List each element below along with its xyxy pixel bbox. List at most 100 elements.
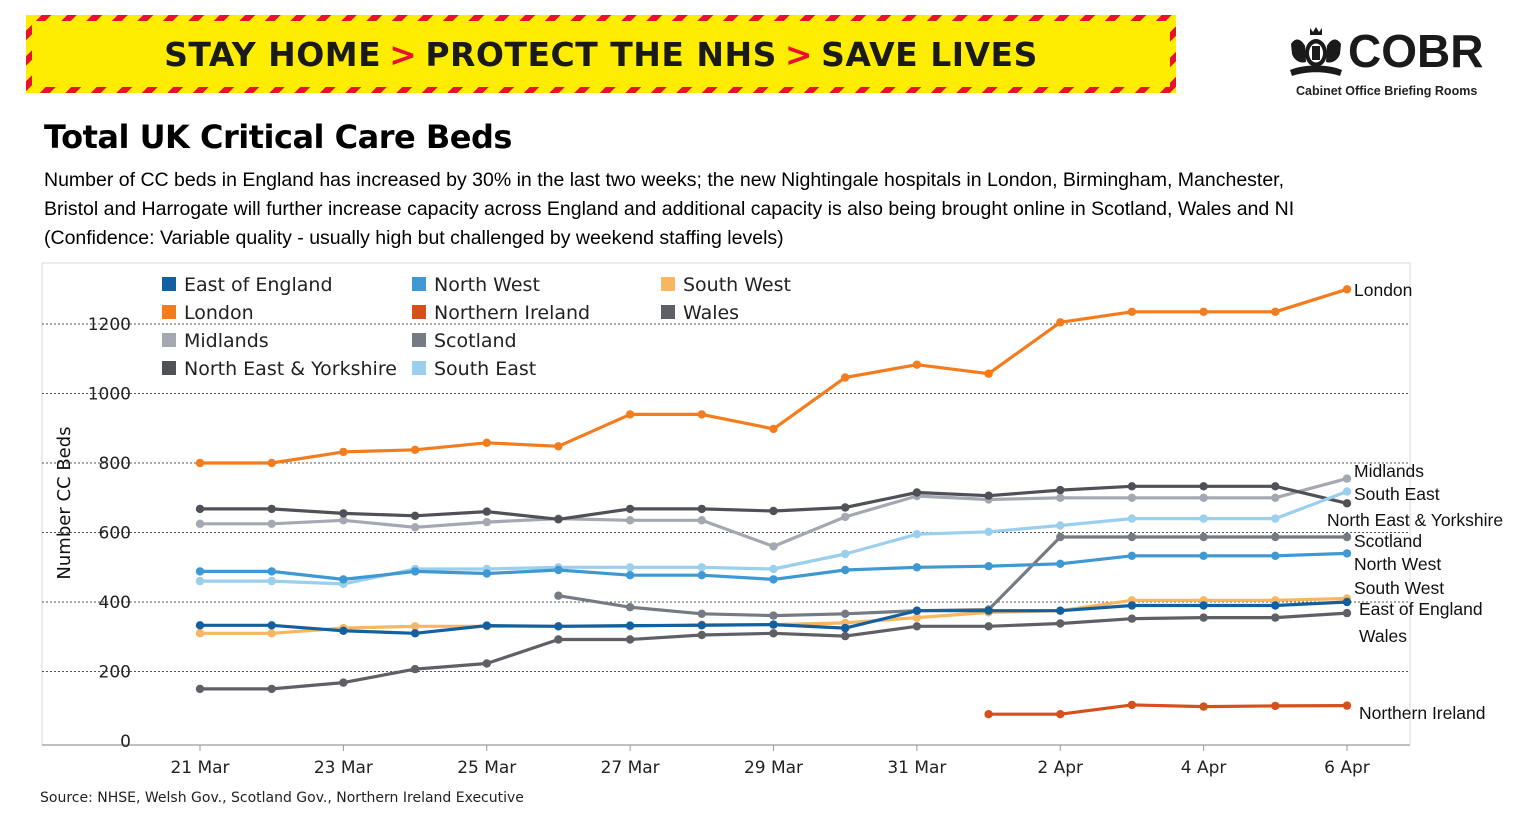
legend-swatch	[412, 361, 426, 375]
data-point	[1271, 482, 1280, 491]
data-point	[912, 488, 922, 497]
data-point	[1127, 482, 1137, 491]
data-point	[1127, 514, 1137, 523]
series-east-of-england	[195, 597, 1352, 638]
y-tick-label: 800	[99, 454, 131, 474]
cobr-wordmark: COBR	[1348, 25, 1484, 77]
source-note: Source: NHSE, Welsh Gov., Scotland Gov.,…	[40, 790, 524, 806]
data-point	[267, 576, 276, 586]
data-point	[195, 519, 205, 528]
data-point	[410, 664, 420, 674]
x-tick-label: 23 Mar	[314, 758, 373, 778]
data-point	[554, 622, 563, 631]
legend-swatch	[162, 305, 176, 319]
data-point	[1056, 559, 1065, 568]
data-point	[1127, 493, 1137, 502]
data-point	[1056, 485, 1065, 495]
data-point	[1342, 549, 1352, 558]
end-label: Midlands	[1354, 461, 1424, 481]
x-tick-label: 6 Apr	[1324, 758, 1370, 778]
data-point	[697, 609, 706, 618]
data-point	[912, 530, 922, 539]
x-tick-label: 21 Mar	[170, 758, 229, 778]
data-point	[339, 575, 348, 584]
data-point	[267, 567, 276, 576]
data-point	[912, 613, 922, 622]
end-label: Wales	[1359, 626, 1407, 646]
end-label: North West	[1354, 554, 1441, 574]
banner-stay-home: STAY HOME	[164, 34, 382, 74]
series-north-west	[195, 549, 1352, 584]
data-point	[769, 506, 778, 516]
series-line-northern-ireland	[988, 703, 1348, 716]
data-point	[697, 516, 706, 525]
data-point	[267, 504, 276, 514]
data-point	[841, 609, 850, 618]
data-point	[1199, 551, 1208, 560]
legend-entry: Wales	[683, 302, 739, 324]
data-point	[912, 360, 922, 369]
legend-entry: Scotland	[434, 330, 517, 352]
legend-entry: North East & Yorkshire	[184, 358, 397, 380]
legend-swatch	[162, 277, 176, 291]
data-point	[410, 445, 420, 454]
data-point	[1342, 701, 1352, 710]
y-tick-label: 200	[99, 663, 131, 683]
data-point	[984, 527, 993, 536]
data-point	[841, 549, 850, 559]
data-point	[984, 606, 993, 615]
data-point	[195, 621, 205, 630]
legend-entry: North West	[434, 274, 540, 296]
data-point	[625, 603, 635, 612]
legend-swatch	[412, 277, 426, 291]
data-point	[769, 575, 778, 584]
legend-swatch	[412, 305, 426, 319]
data-point	[1199, 482, 1208, 491]
data-point	[841, 373, 850, 382]
legend-swatch	[661, 305, 675, 319]
banner-chevron-2: >	[784, 34, 814, 74]
data-point	[625, 516, 635, 525]
data-point	[410, 567, 420, 576]
legend-swatch	[162, 361, 176, 375]
data-point	[984, 710, 993, 719]
data-point	[195, 576, 205, 586]
data-point	[410, 523, 420, 532]
legend-swatch	[162, 333, 176, 347]
data-point	[195, 684, 205, 694]
data-point	[1199, 613, 1208, 622]
data-point	[1199, 493, 1208, 502]
series-wales	[195, 608, 1352, 694]
data-point	[841, 623, 850, 633]
data-point	[625, 410, 635, 419]
data-point	[554, 442, 563, 451]
x-tick-label: 25 Mar	[457, 758, 516, 778]
x-tick-label: 29 Mar	[744, 758, 803, 778]
data-point	[1056, 532, 1065, 542]
data-point	[1342, 532, 1352, 542]
data-point	[339, 626, 348, 635]
data-point	[625, 635, 635, 644]
data-point	[195, 458, 205, 468]
data-point	[625, 571, 635, 580]
series-london	[195, 285, 1352, 468]
end-label: North East & Yorkshire	[1327, 510, 1503, 530]
data-point	[339, 509, 348, 518]
data-point	[1342, 499, 1352, 508]
data-point	[1342, 474, 1352, 483]
data-point	[482, 438, 491, 447]
data-point	[554, 591, 563, 600]
data-point	[912, 606, 922, 615]
data-point	[625, 563, 635, 572]
data-point	[841, 631, 850, 641]
x-tick-label: 27 Mar	[601, 758, 660, 778]
data-point	[984, 562, 993, 571]
chart-title: Total UK Critical Care Beds	[44, 118, 512, 156]
data-point	[769, 620, 778, 629]
end-label: Scotland	[1354, 531, 1422, 551]
data-point	[554, 635, 563, 644]
cobr-subtitle: Cabinet Office Briefing Rooms	[1296, 84, 1478, 98]
data-point	[554, 515, 563, 524]
data-point	[1342, 608, 1352, 618]
